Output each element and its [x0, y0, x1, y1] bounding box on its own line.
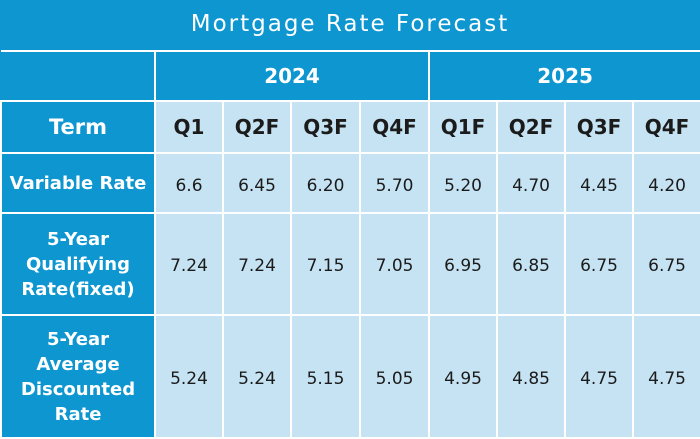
- quarter-header: Q4F: [632, 100, 700, 154]
- rate-cell: 6.45: [222, 152, 292, 214]
- rate-cell: 4.75: [564, 314, 635, 439]
- rate-cell: 5.24: [222, 314, 292, 439]
- rate-cell: 7.24: [222, 212, 292, 316]
- year-header-2024: 2024: [153, 50, 431, 102]
- rate-cell: 6.95: [428, 212, 499, 316]
- rate-cell: 6.75: [632, 212, 700, 316]
- rate-cell: 5.05: [358, 314, 431, 439]
- rate-cell: 5.70: [358, 152, 431, 214]
- rate-cell: 6.6: [154, 152, 224, 214]
- rate-cell: 4.20: [632, 152, 700, 214]
- quarter-header: Q1: [154, 100, 224, 154]
- rate-cell: 4.95: [428, 314, 499, 439]
- rate-cell: 5.24: [154, 314, 224, 439]
- term-header: Term: [0, 100, 156, 154]
- quarter-header: Q2F: [222, 100, 292, 154]
- rate-cell: 4.75: [632, 314, 700, 439]
- rate-cell: 5.20: [428, 152, 499, 214]
- page-title: Mortgage Rate Forecast: [190, 11, 510, 37]
- rate-cell: 6.20: [290, 152, 361, 214]
- rate-cell: 7.24: [154, 212, 224, 316]
- rate-cell: 4.85: [496, 314, 567, 439]
- rate-cell: 7.05: [358, 212, 431, 316]
- rate-cell: 6.75: [564, 212, 635, 316]
- rate-cell: 6.85: [496, 212, 567, 316]
- forecast-panel: Mortgage Rate Forecast 2024 2025 Term Q1…: [0, 11, 700, 439]
- rate-cell: 4.45: [564, 152, 635, 214]
- quarter-header-row: Term Q1 Q2F Q3F Q4F Q1F Q2F Q3F Q4F: [0, 100, 700, 154]
- year-header-row: 2024 2025: [1, 50, 700, 102]
- rate-cell: 7.15: [290, 212, 361, 316]
- quarter-header: Q3F: [290, 100, 361, 154]
- row-label: Variable Rate: [0, 152, 156, 214]
- quarter-header: Q1F: [428, 100, 499, 154]
- row-label: 5-Year Average Discounted Rate: [0, 314, 156, 439]
- quarter-header: Q4F: [358, 100, 431, 154]
- forecast-table: 2024 2025 Term Q1 Q2F Q3F Q4F Q1F Q2F Q3…: [0, 50, 700, 439]
- rate-cell: 4.70: [496, 152, 567, 214]
- row-label: 5-Year Qualifying Rate(fixed): [0, 212, 156, 316]
- table-row-qualifying-rate: 5-Year Qualifying Rate(fixed) 7.24 7.24 …: [0, 212, 700, 316]
- table-row-discounted-rate: 5-Year Average Discounted Rate 5.24 5.24…: [0, 314, 700, 439]
- table-row-variable-rate: Variable Rate 6.6 6.45 6.20 5.70 5.20 4.…: [0, 152, 700, 214]
- rate-cell: 5.15: [290, 314, 361, 439]
- quarter-header: Q3F: [564, 100, 635, 154]
- year-header-blank: [1, 50, 156, 102]
- quarter-header: Q2F: [496, 100, 567, 154]
- year-header-2025: 2025: [428, 50, 700, 102]
